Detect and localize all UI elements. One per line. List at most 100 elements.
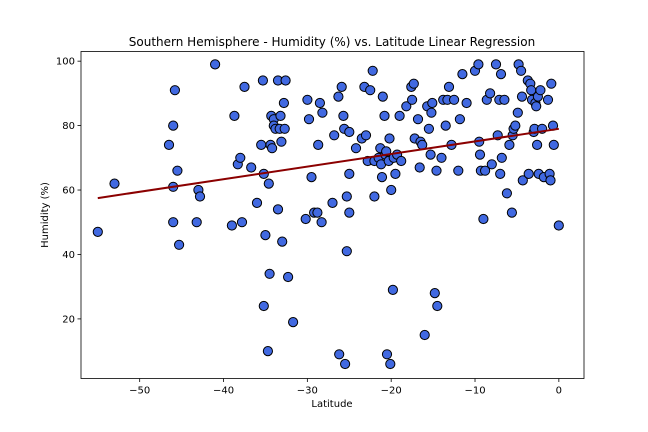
- data-point-66: [344, 126, 355, 138]
- data-point-141: [496, 152, 507, 163]
- data-point-81: [376, 172, 388, 183]
- data-point-112: [429, 288, 440, 299]
- data-point-48: [303, 114, 315, 125]
- y-tick-label: 40: [62, 250, 75, 261]
- data-point-0: [92, 226, 103, 237]
- data-point-54: [316, 217, 327, 228]
- x-axis: −50 −40 −30 −20 −10 0: [129, 378, 562, 397]
- x-tick-label: 0: [556, 386, 562, 397]
- x-axis-label: Latitude: [311, 399, 352, 410]
- data-point-27: [263, 178, 274, 189]
- data-point-90: [386, 184, 397, 196]
- data-point-67: [344, 207, 355, 218]
- data-point-83: [379, 110, 390, 122]
- data-point-58: [333, 91, 344, 102]
- data-point-125: [461, 97, 472, 109]
- data-point-139: [495, 168, 506, 179]
- data-point-6: [169, 85, 180, 96]
- x-tick-label: −10: [464, 386, 485, 397]
- data-point-72: [360, 130, 372, 141]
- data-point-52: [313, 139, 324, 150]
- data-point-117: [440, 120, 451, 131]
- data-point-7: [172, 165, 183, 176]
- data-point-24: [258, 300, 269, 312]
- data-point-148: [510, 120, 521, 131]
- y-tick-label: 100: [56, 57, 75, 68]
- data-point-59: [334, 349, 345, 360]
- data-point-86: [381, 349, 393, 360]
- data-point-172: [546, 78, 557, 89]
- y-axis-label: Humidity (%): [40, 182, 51, 248]
- data-point-21: [256, 139, 267, 150]
- data-point-123: [454, 114, 465, 125]
- data-point-175: [553, 220, 564, 231]
- data-point-124: [457, 69, 468, 80]
- data-point-115: [436, 152, 447, 163]
- data-point-16: [235, 152, 246, 163]
- y-tick-label: 20: [62, 314, 75, 325]
- data-point-143: [501, 188, 512, 199]
- data-point-8: [174, 239, 185, 250]
- data-point-51: [312, 207, 323, 218]
- data-point-60: [336, 81, 347, 93]
- data-point-114: [432, 300, 443, 312]
- y-axis: 20 40 60 80 100: [56, 57, 81, 325]
- data-point-166: [535, 85, 546, 96]
- data-point-31: [267, 143, 278, 154]
- data-point-91: [387, 284, 398, 295]
- data-point-57: [329, 130, 340, 141]
- data-point-88: [384, 133, 395, 144]
- data-point-25: [260, 230, 271, 241]
- data-point-174: [548, 139, 559, 150]
- data-point-49: [306, 172, 317, 183]
- data-point-19: [246, 162, 257, 173]
- data-point-42: [279, 123, 290, 134]
- x-tick-label: −40: [213, 386, 234, 397]
- data-point-28: [264, 268, 275, 279]
- data-point-39: [276, 136, 287, 147]
- data-point-40: [277, 236, 288, 247]
- data-point-169: [542, 94, 554, 105]
- data-point-13: [226, 220, 237, 231]
- x-tick-label: −50: [129, 386, 150, 397]
- data-point-26: [262, 346, 273, 357]
- data-point-95: [394, 110, 405, 122]
- regression-line: [97, 127, 559, 200]
- data-point-2: [163, 139, 175, 150]
- data-point-153: [517, 175, 528, 186]
- data-point-36: [272, 204, 284, 215]
- data-points: [92, 59, 564, 370]
- data-point-17: [236, 217, 248, 228]
- data-point-53: [314, 97, 325, 109]
- data-point-171: [545, 175, 556, 186]
- data-point-75: [367, 65, 378, 76]
- data-point-82: [377, 91, 388, 102]
- data-point-127: [473, 59, 484, 70]
- data-point-47: [302, 94, 313, 105]
- data-point-102: [412, 114, 424, 125]
- data-point-63: [340, 358, 351, 370]
- data-point-9: [191, 217, 202, 228]
- data-point-122: [453, 165, 464, 176]
- data-point-93: [390, 168, 401, 179]
- data-point-38: [275, 110, 286, 122]
- x-tick-label: −30: [297, 386, 318, 397]
- data-point-134: [485, 88, 496, 99]
- data-point-69: [350, 143, 362, 154]
- data-point-89: [385, 358, 396, 370]
- data-point-3: [168, 120, 179, 131]
- data-point-129: [474, 149, 486, 160]
- data-point-56: [327, 197, 338, 208]
- data-point-121: [449, 94, 460, 105]
- data-point-109: [425, 149, 436, 160]
- data-point-46: [300, 213, 311, 225]
- data-point-68: [344, 168, 355, 179]
- data-point-152: [516, 91, 528, 102]
- data-point-132: [480, 165, 491, 176]
- data-point-100: [408, 78, 419, 89]
- data-point-22: [257, 75, 268, 86]
- data-point-14: [229, 110, 240, 122]
- data-point-155: [523, 168, 534, 179]
- data-point-163: [532, 139, 543, 150]
